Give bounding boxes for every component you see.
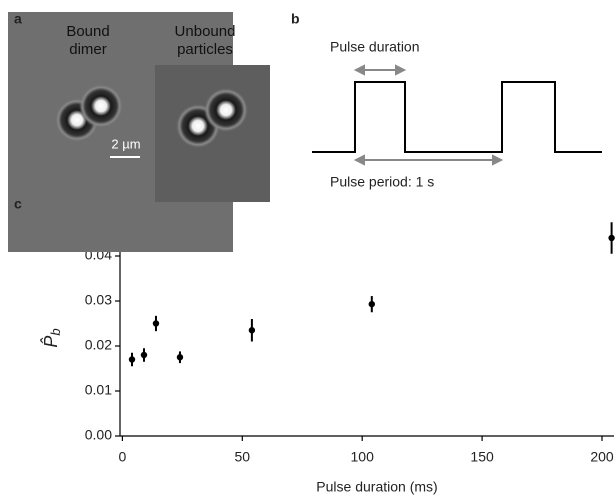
scale-bar-label: 2 µm [111,136,140,151]
x-tick-label: 100 [351,449,375,465]
image-label: dimer [69,41,107,58]
y-tick-label: 0.01 [85,382,112,398]
particle [204,88,248,132]
pulse-wave [312,81,602,153]
point [368,300,375,308]
panel-label: b [291,11,300,27]
x-tick-label: 0 [118,449,126,465]
point [140,351,148,359]
image-label: Unbound [175,23,236,40]
panel-b: b Pulse duration Pulse period: 1 s [291,11,602,190]
y-tick-label: 0.03 [85,292,112,308]
x-axis-label: Pulse duration (ms) [316,479,437,495]
particle [79,84,123,128]
x-tick-label: 50 [235,449,251,465]
y-label-sub: b [48,328,63,335]
panel-label: a [14,11,22,27]
y-tick-label: 0.00 [85,427,112,443]
point [152,320,160,327]
point [176,354,184,361]
point [248,327,256,334]
x-tick-label: 200 [590,449,614,465]
y-tick-label: 0.02 [85,337,112,353]
pulse-duration-label: Pulse duration [330,39,420,55]
arrows [353,64,504,166]
pulse-period-label: Pulse period: 1 s [330,174,434,190]
image-label: particles [177,41,233,58]
image-label: Bound [66,23,109,40]
x-tick-label: 150 [470,449,494,465]
point [608,234,615,242]
y-label-main: P̂ [40,336,61,348]
panel-label: c [14,196,22,212]
y-axis-label: P̂b [40,328,64,347]
point [128,356,136,363]
panel-a: a Bound dimer Unbound particles 2 µm c [8,11,270,252]
